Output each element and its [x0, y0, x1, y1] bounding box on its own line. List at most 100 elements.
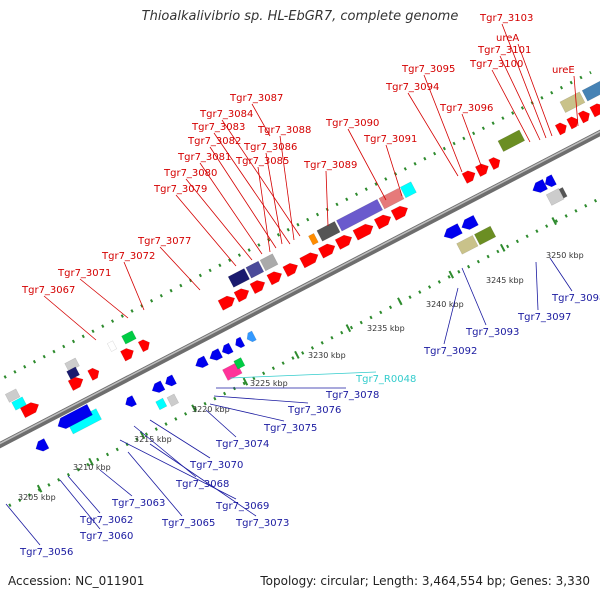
gene-feature-18[interactable] [488, 155, 503, 171]
gene-feature-52[interactable] [166, 393, 180, 407]
bottom-label-6[interactable]: Tgr7_3076 [287, 405, 341, 416]
gene-feature-19[interactable] [554, 121, 569, 136]
gene-feature-31[interactable] [259, 253, 279, 272]
top-label-8[interactable]: Tgr7_3090 [325, 118, 379, 129]
gene-feature-63[interactable] [558, 187, 568, 199]
gene-feature-26[interactable] [66, 366, 80, 380]
top-label-4[interactable]: ureE [552, 65, 575, 76]
bottom-label-9[interactable]: Tgr7_3070 [189, 460, 243, 471]
gene-feature-10[interactable] [299, 250, 321, 269]
gene-feature-51[interactable] [245, 330, 257, 344]
gene-feature-27[interactable] [106, 340, 118, 352]
top-label-2[interactable]: Tgr7_3101 [477, 45, 531, 56]
gene-feature-55[interactable] [233, 357, 246, 370]
top-label-12[interactable]: Tgr7_3084 [199, 109, 253, 120]
gene-feature-29[interactable] [227, 268, 250, 288]
gene-feature-57[interactable] [459, 214, 479, 232]
gene-feature-28[interactable] [121, 330, 137, 345]
top-label-5[interactable]: Tgr7_3095 [401, 64, 455, 75]
gene-feature-8[interactable] [266, 269, 284, 286]
gene-feature-59[interactable] [474, 225, 497, 246]
bottom-label-2[interactable]: Tgr7_3093 [465, 327, 519, 338]
gene-feature-48[interactable] [207, 348, 224, 363]
gene-feature-20[interactable] [566, 115, 581, 130]
gene-feature-0[interactable] [19, 400, 41, 419]
gene-feature-16[interactable] [461, 168, 478, 184]
top-label-10[interactable]: Tgr7_3089 [303, 160, 357, 171]
bottom-label-13[interactable]: Tgr7_3063 [111, 498, 165, 509]
gene-feature-43[interactable] [55, 403, 93, 431]
gene-feature-49[interactable] [220, 342, 234, 356]
top-label-3[interactable]: Tgr7_3100 [469, 59, 523, 70]
gene-feature-39[interactable] [581, 77, 600, 102]
gene-feature-36[interactable] [399, 181, 417, 199]
gene-feature-45[interactable] [150, 380, 166, 395]
gene-feature-53[interactable] [155, 397, 168, 411]
gene-feature-7[interactable] [249, 278, 267, 295]
bottom-label-3[interactable]: Tgr7_3092 [423, 346, 477, 357]
gene-feature-23[interactable] [4, 388, 21, 403]
gene-feature-24[interactable] [11, 396, 27, 411]
bottom-label-10[interactable]: Tgr7_3068 [175, 479, 229, 490]
gene-feature-61[interactable] [543, 174, 557, 189]
gene-feature-41[interactable] [33, 438, 50, 453]
gene-feature-50[interactable] [233, 336, 246, 350]
top-label-20[interactable]: Tgr7_3079 [153, 184, 207, 195]
bottom-label-14[interactable]: Tgr7_3065 [161, 518, 215, 529]
top-label-7[interactable]: Tgr7_3096 [439, 103, 493, 114]
bottom-label-1[interactable]: Tgr7_3097 [517, 312, 571, 323]
gene-feature-56[interactable] [441, 223, 463, 241]
gene-feature-25[interactable] [64, 357, 80, 372]
gene-feature-21[interactable] [577, 109, 592, 124]
gene-feature-35[interactable] [378, 187, 405, 210]
gene-feature-32[interactable] [308, 233, 319, 246]
bottom-label-5[interactable]: Tgr7_3078 [325, 390, 379, 401]
gene-feature-11[interactable] [317, 241, 337, 259]
bottom-label-17[interactable]: Tgr7_3056 [19, 547, 73, 558]
gene-feature-3[interactable] [120, 346, 136, 362]
top-label-18[interactable]: Tgr7_3081 [177, 152, 231, 163]
gene-feature-14[interactable] [373, 212, 393, 230]
gene-feature-15[interactable] [390, 203, 410, 221]
top-label-1[interactable]: ureA [496, 33, 519, 44]
gene-feature-60[interactable] [530, 178, 548, 195]
gene-feature-12[interactable] [334, 232, 354, 250]
gene-feature-30[interactable] [245, 260, 265, 279]
gene-feature-62[interactable] [545, 188, 565, 206]
gene-feature-9[interactable] [282, 261, 300, 278]
gene-feature-4[interactable] [137, 338, 152, 353]
gene-feature-5[interactable] [217, 293, 237, 311]
gene-feature-1[interactable] [67, 374, 85, 391]
top-label-24[interactable]: Tgr7_3067 [21, 285, 75, 296]
gene-feature-34[interactable] [336, 198, 384, 232]
gene-feature-47[interactable] [193, 355, 209, 370]
bottom-label-15[interactable]: Tgr7_3062 [79, 515, 133, 526]
top-label-0[interactable]: Tgr7_3103 [479, 13, 533, 24]
gene-feature-33[interactable] [316, 221, 341, 242]
top-label-11[interactable]: Tgr7_3087 [229, 93, 283, 104]
bottom-label-7[interactable]: Tgr7_3075 [263, 423, 317, 434]
gene-feature-22[interactable] [589, 101, 600, 118]
gene-feature-6[interactable] [233, 286, 251, 303]
top-label-9[interactable]: Tgr7_3091 [363, 134, 417, 145]
gene-feature-17[interactable] [474, 161, 491, 177]
gene-feature-46[interactable] [163, 374, 177, 388]
top-label-6[interactable]: Tgr7_3094 [385, 82, 439, 93]
gene-feature-44[interactable] [123, 395, 138, 408]
gene-feature-37[interactable] [497, 129, 526, 152]
gene-feature-58[interactable] [456, 234, 479, 255]
top-label-17[interactable]: Tgr7_3085 [235, 156, 289, 167]
gene-feature-38[interactable] [559, 91, 586, 113]
top-label-14[interactable]: Tgr7_3083 [191, 122, 245, 133]
top-label-22[interactable]: Tgr7_3072 [101, 251, 155, 262]
top-label-19[interactable]: Tgr7_3080 [163, 168, 217, 179]
bottom-label-8[interactable]: Tgr7_3074 [215, 439, 269, 450]
top-label-13[interactable]: Tgr7_3088 [257, 125, 311, 136]
top-label-23[interactable]: Tgr7_3071 [57, 268, 111, 279]
gene-feature-13[interactable] [352, 221, 376, 241]
bottom-label-0[interactable]: Tgr7_3098 [551, 293, 600, 304]
bottom-label-16[interactable]: Tgr7_3060 [79, 531, 133, 542]
top-label-15[interactable]: Tgr7_3086 [243, 142, 297, 153]
bottom-label-4[interactable]: Tgr7_R0048 [355, 374, 416, 385]
bottom-label-12[interactable]: Tgr7_3073 [235, 518, 289, 529]
